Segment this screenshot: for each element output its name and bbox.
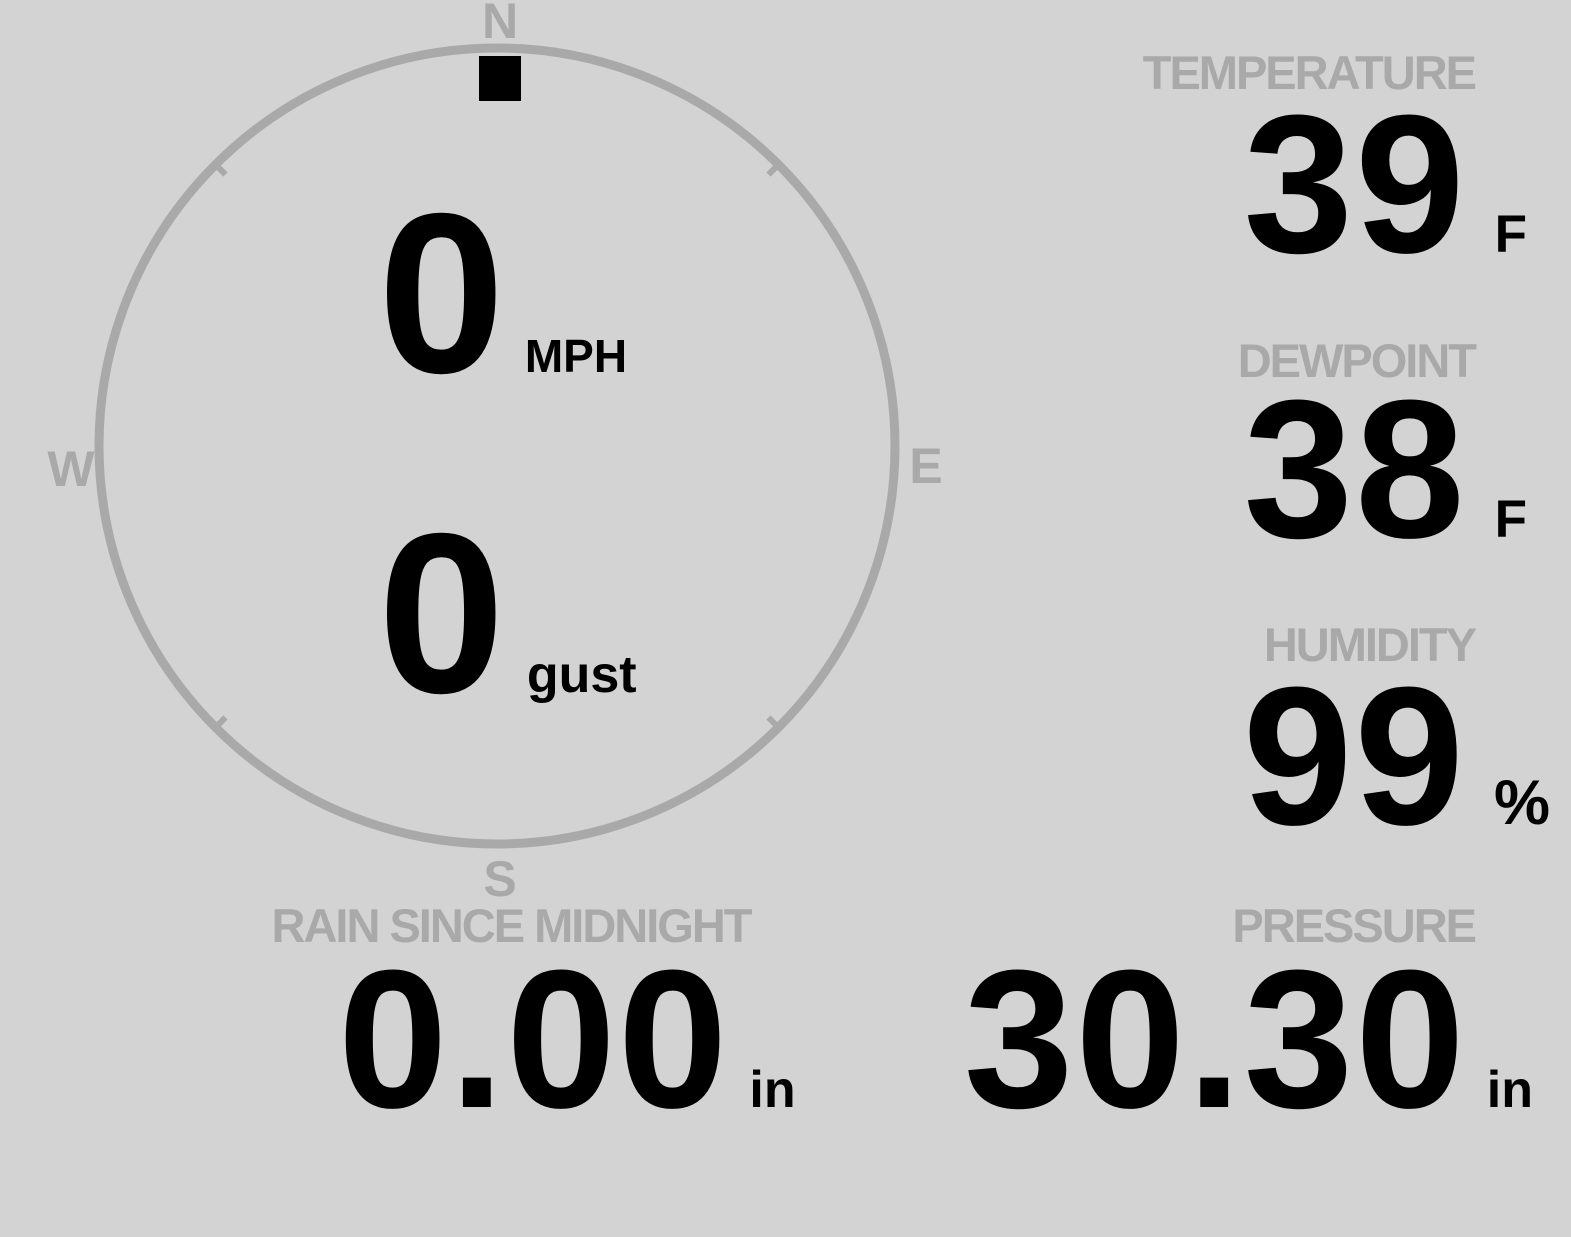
rain-value: 0.00 <box>338 929 730 1149</box>
pressure-unit: in <box>1486 1061 1533 1119</box>
humidity-value: 99 <box>1242 646 1466 866</box>
compass-tick-ne-icon <box>766 159 784 177</box>
temperature-unit: F <box>1494 205 1527 264</box>
humidity-reading: 99 % <box>1243 658 1550 855</box>
compass-tick-nw-icon <box>210 159 228 177</box>
dewpoint-value: 38 <box>1243 359 1467 579</box>
compass-ring <box>94 43 900 849</box>
compass-tick-sw-icon <box>210 715 228 733</box>
dewpoint-reading: 38 F <box>1244 371 1528 568</box>
pressure-label: PRESSURE <box>1232 899 1477 952</box>
wind-speed-reading: 0 MPH <box>378 180 627 408</box>
pressure-value: 30.30 <box>963 929 1467 1149</box>
humidity-unit: % <box>1493 768 1550 838</box>
humidity-label: HUMIDITY <box>1263 618 1477 671</box>
compass-label-west: W <box>47 441 95 497</box>
rain-label: RAIN SINCE MIDNIGHT <box>271 899 753 952</box>
wind-direction-marker <box>479 56 521 101</box>
dewpoint-label: DEWPOINT <box>1237 334 1477 387</box>
compass-label-south: S <box>483 851 517 907</box>
temperature-label: TEMPERATURE <box>1142 46 1477 99</box>
rain-reading: 0.00 in <box>338 941 796 1138</box>
temperature-value: 39 <box>1243 74 1467 294</box>
rain-unit: in <box>749 1061 796 1119</box>
wind-gust-reading: 0 gust <box>378 500 637 728</box>
compass-label-north: N <box>481 0 519 49</box>
wind-speed-unit: MPH <box>524 330 628 382</box>
temperature-reading: 39 F <box>1244 86 1528 283</box>
wind-speed-value: 0 <box>378 167 505 421</box>
compass-tick-se-icon <box>766 715 784 733</box>
wind-gust-unit: gust <box>526 646 637 704</box>
pressure-reading: 30.30 in <box>964 941 1533 1138</box>
compass-label-east: E <box>909 438 943 494</box>
wind-gust-value: 0 <box>378 487 505 741</box>
dewpoint-unit: F <box>1494 490 1527 549</box>
